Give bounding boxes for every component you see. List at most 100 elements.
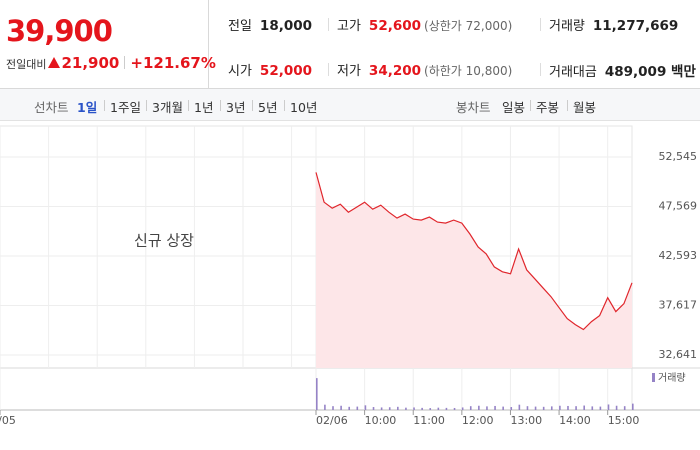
x-tick-label: 13:00 [510,414,542,427]
tab[interactable]: 주봉 [536,100,560,115]
volume-bar [502,406,504,410]
separator [284,100,285,111]
item-label: 고가 [337,19,361,34]
y-tick-label: 32,641 [659,348,698,361]
change-value: 21,900 [61,54,120,72]
summary-item: 저가 34,200 (하한가 10,800) [337,60,512,79]
header: 39,900 전일대비 21,900 +121.67% 전일 18,000 고가 52,6… [0,0,700,89]
volume-bar [510,407,513,410]
volume-bar [623,406,626,410]
separator [530,100,531,111]
separator [220,100,221,111]
tab[interactable]: 1년 [194,100,214,115]
up-icon [48,57,61,68]
tab[interactable]: 월봉 [573,100,597,115]
item-value: 18,000 [259,18,313,34]
volume-bar [534,406,537,410]
x-tick-label: 02/06 [316,414,348,427]
x-tick-label: 10:00 [365,414,397,427]
volume-bar [526,406,529,410]
separator [540,63,541,76]
separator [540,18,541,31]
volume-bar [518,404,521,410]
item-value: 34,200 [368,63,422,79]
summary-item: 거래대금 489,009 백만 [549,60,696,80]
volume-bar [429,408,432,410]
volume-bar [615,405,618,410]
volume-bar [364,405,367,410]
tab-group-label: 봉차트 [456,100,491,115]
separator [146,100,147,111]
volume-bar [340,405,342,410]
volume-bar [632,403,634,410]
separator [328,63,329,76]
volume-bar [372,407,375,410]
tab[interactable]: 일봉 [502,100,526,115]
item-value: 52,000 [259,63,313,79]
volume-bar [437,407,440,410]
volume-bar [324,404,326,410]
item-label: 거래대금 [549,65,597,80]
volume-bar [559,405,561,410]
volume-bar [413,407,415,410]
separator [188,100,189,111]
volume-bar [421,407,423,410]
item-note: (하한가 10,800) [424,64,513,78]
volume-bar [397,406,399,410]
item-note: (상한가 72,000) [424,19,513,33]
tab-group-label: 선차트 [34,100,69,115]
separator [567,100,568,111]
volume-bar [388,407,391,410]
volume-bar [469,406,472,410]
separator [104,100,105,111]
item-label: 시가 [228,64,252,79]
volume-bar [478,405,480,410]
volume-bar [356,406,359,410]
volume-bar [316,378,318,410]
volume-bar [599,406,602,410]
tab[interactable]: 1주일 [110,100,141,115]
tab[interactable]: 5년 [258,100,278,115]
tab[interactable]: 1일 [77,100,98,115]
volume-bar [445,407,448,410]
volume-bar [453,407,456,410]
legend-swatch [652,373,655,382]
y-tick-label: 52,545 [659,150,698,163]
volume-bar [461,407,464,410]
change: 전일대비 21,900 +121.67% [6,54,216,72]
legend-label: 거래량 [658,372,686,384]
summary-item: 거래량 11,277,669 [549,15,678,34]
quote: 39,900 전일대비 21,900 +121.67% [0,0,216,88]
volume-bar [575,406,577,410]
volume-bar [494,405,496,410]
x-tick-label: 02/05 [0,414,16,427]
price-area [316,172,632,368]
item-value: 489,009 백만 [604,64,696,80]
volume-bar [607,404,610,410]
volume-bar [380,407,383,410]
tab[interactable]: 3년 [226,100,246,115]
annotation: 신규 상장 [134,232,194,250]
change-rate: +121.67% [130,54,216,72]
separator [124,56,126,69]
price: 39,900 [6,14,113,48]
tab[interactable]: 10년 [290,100,318,115]
x-tick-label: 12:00 [462,414,494,427]
volume-bar [405,407,407,410]
change-label: 전일대비 [6,58,47,71]
x-tick-label: 11:00 [413,414,445,427]
chart: 52,545 47,569 42,593 37,617 32,641 02/05 02/06… [0,125,700,427]
tab[interactable]: 3개월 [152,100,183,115]
x-tick-label: 14:00 [559,414,591,427]
separator [328,18,329,31]
volume-bar [348,406,351,410]
volume-bar [550,406,553,410]
summary-item: 시가 52,000 [228,60,312,79]
tab-bar: 선차트 1일 1주일 3개월 1년 3년 5년 10년 봉차트 일봉 주봉 월봉 [0,89,700,121]
volume-bar [542,406,545,410]
volume-bar [567,405,569,410]
volume-bar [583,405,585,410]
volume-bar [332,406,334,410]
y-tick-label: 47,569 [659,200,698,213]
